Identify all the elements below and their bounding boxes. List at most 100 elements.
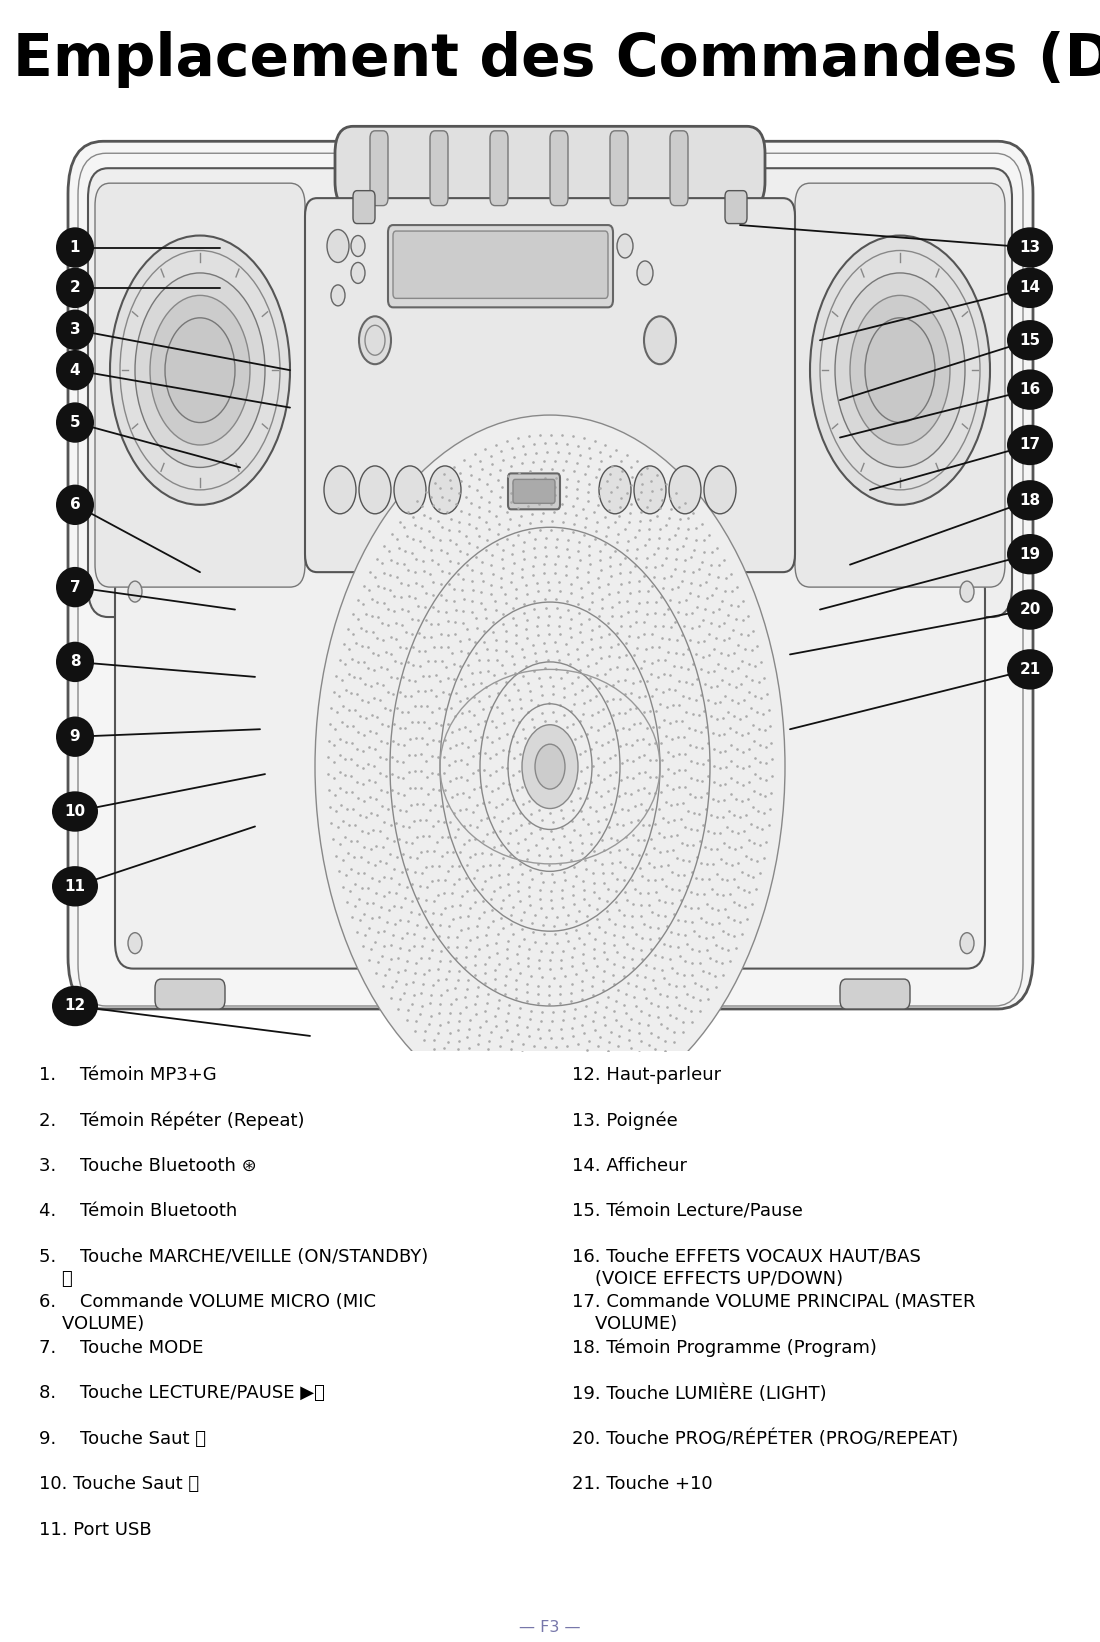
Point bbox=[503, 568, 520, 594]
Point bbox=[524, 741, 541, 767]
Point bbox=[683, 614, 701, 640]
Point bbox=[484, 619, 502, 645]
Point bbox=[586, 847, 604, 874]
Point bbox=[551, 1085, 569, 1112]
Point bbox=[569, 663, 586, 690]
Point bbox=[454, 609, 472, 635]
Point bbox=[524, 632, 541, 658]
Point bbox=[458, 552, 475, 578]
Point bbox=[700, 621, 717, 647]
Point bbox=[526, 596, 543, 622]
Point bbox=[724, 658, 741, 685]
Point bbox=[398, 524, 416, 550]
Point bbox=[625, 670, 642, 696]
Point bbox=[504, 706, 521, 732]
Point bbox=[761, 796, 779, 823]
Point bbox=[476, 951, 494, 977]
Point bbox=[734, 608, 751, 634]
Point bbox=[354, 591, 372, 617]
Point bbox=[514, 555, 531, 581]
Point bbox=[408, 913, 426, 939]
Point bbox=[704, 787, 722, 813]
Point bbox=[557, 867, 574, 893]
Point bbox=[733, 788, 750, 814]
Point bbox=[565, 854, 583, 880]
Point bbox=[531, 729, 549, 755]
Point bbox=[481, 516, 498, 542]
Point bbox=[383, 974, 400, 1000]
Point bbox=[691, 923, 708, 949]
Point bbox=[566, 502, 584, 529]
Point bbox=[512, 685, 529, 711]
Point bbox=[537, 655, 554, 681]
Point bbox=[592, 1023, 609, 1049]
Point bbox=[714, 803, 732, 829]
Point bbox=[619, 527, 637, 553]
Point bbox=[342, 745, 360, 772]
Point bbox=[658, 993, 675, 1020]
Point bbox=[392, 634, 409, 660]
Point bbox=[504, 604, 521, 631]
Point bbox=[367, 832, 385, 859]
Point bbox=[658, 913, 675, 939]
Point bbox=[350, 719, 367, 745]
Point bbox=[595, 837, 613, 864]
Point bbox=[416, 898, 433, 924]
Point bbox=[574, 867, 592, 893]
Point bbox=[562, 980, 580, 1007]
Point bbox=[509, 933, 527, 959]
Point bbox=[626, 524, 644, 550]
Point bbox=[351, 801, 369, 828]
Point bbox=[563, 837, 581, 864]
Point bbox=[584, 752, 602, 778]
Point bbox=[679, 504, 696, 530]
Point bbox=[497, 936, 515, 962]
Point bbox=[605, 921, 623, 947]
Point bbox=[373, 654, 390, 680]
Point bbox=[398, 908, 416, 934]
Point bbox=[617, 980, 635, 1007]
Point bbox=[346, 893, 364, 920]
Point bbox=[607, 759, 625, 785]
Point bbox=[499, 870, 517, 897]
Point bbox=[590, 1033, 607, 1059]
Point bbox=[491, 483, 508, 509]
Point bbox=[710, 612, 727, 639]
Point bbox=[438, 540, 455, 566]
Point bbox=[388, 550, 406, 576]
Point bbox=[531, 885, 549, 911]
Point bbox=[609, 699, 627, 726]
Point bbox=[682, 895, 700, 921]
Point bbox=[688, 734, 705, 760]
Point bbox=[667, 547, 684, 573]
Point bbox=[425, 568, 442, 594]
Point bbox=[588, 988, 606, 1015]
Point bbox=[481, 852, 498, 878]
Point bbox=[346, 811, 364, 837]
Point bbox=[601, 709, 618, 736]
Point bbox=[388, 844, 406, 870]
Point bbox=[614, 458, 631, 484]
Point bbox=[518, 581, 536, 608]
Point bbox=[492, 456, 509, 483]
Point bbox=[482, 442, 499, 468]
Point bbox=[478, 990, 496, 1016]
Point bbox=[678, 980, 695, 1007]
Point bbox=[704, 851, 722, 877]
Point bbox=[606, 742, 624, 768]
Point bbox=[590, 565, 607, 591]
Point bbox=[528, 649, 546, 675]
Point bbox=[339, 795, 356, 821]
Point bbox=[740, 878, 758, 905]
Point bbox=[542, 422, 560, 448]
Point bbox=[490, 921, 507, 947]
Point bbox=[387, 880, 405, 906]
Point bbox=[494, 846, 512, 872]
Point bbox=[621, 612, 639, 639]
Point bbox=[702, 703, 719, 729]
Point bbox=[538, 542, 556, 568]
Point bbox=[616, 878, 634, 905]
Point bbox=[737, 703, 755, 729]
Point bbox=[717, 851, 735, 877]
Point bbox=[537, 525, 554, 552]
